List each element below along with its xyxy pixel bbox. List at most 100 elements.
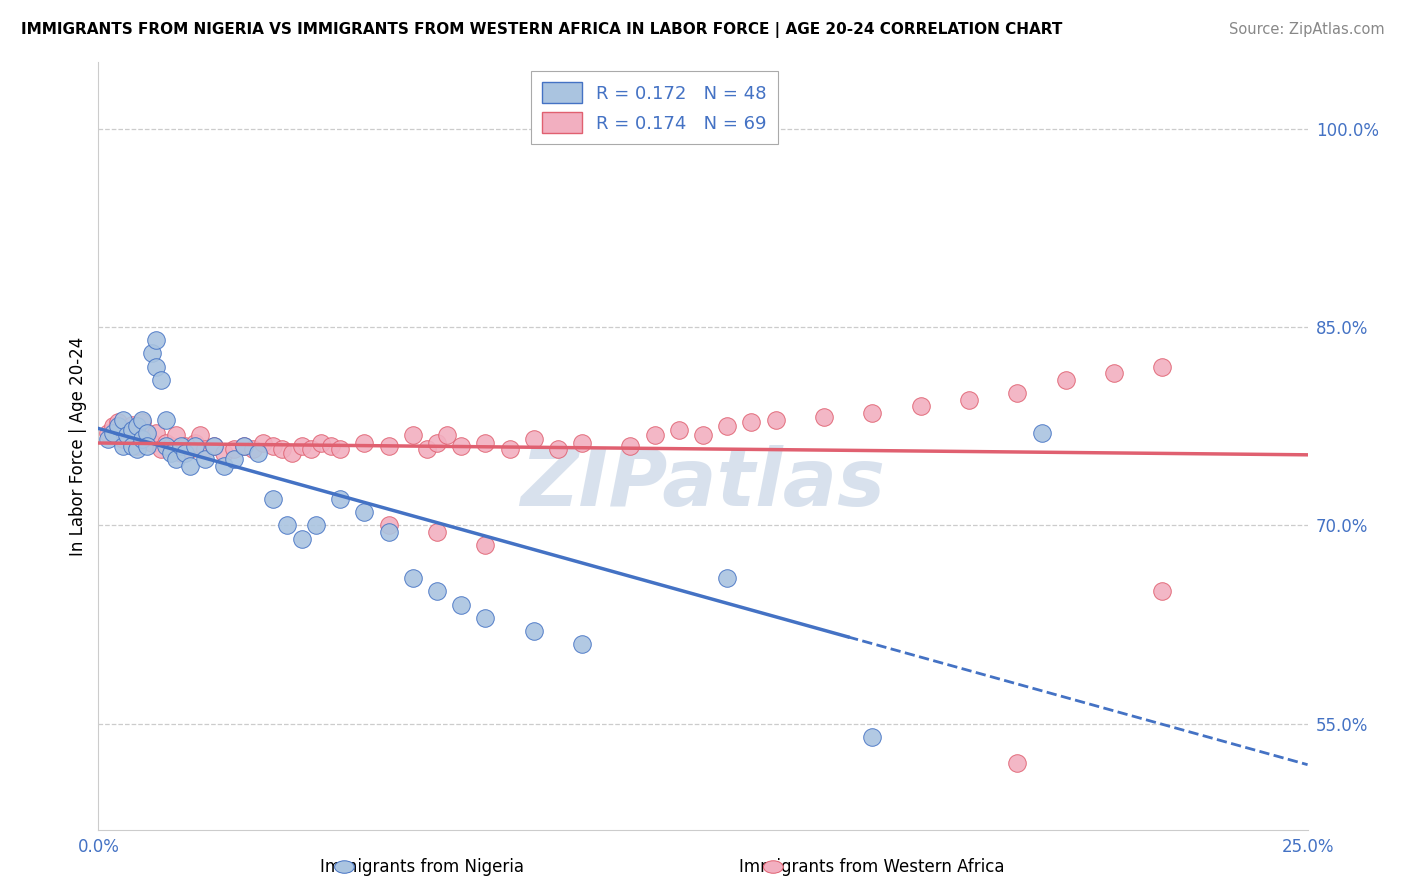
Point (212, 445, 235, 459)
Legend: R = 0.172   N = 48, R = 0.174   N = 69: R = 0.172 N = 48, R = 0.174 N = 69 (531, 71, 778, 144)
Point (619, 439, 641, 453)
Point (716, 571, 738, 585)
Point (860, 406, 883, 420)
Point (402, 571, 425, 585)
Point (174, 439, 197, 453)
Point (1102, 366, 1125, 380)
Point (644, 428, 666, 442)
Point (353, 505, 375, 519)
Point (141, 436, 163, 450)
Point (416, 442, 439, 456)
Point (107, 419, 129, 434)
Point (813, 409, 835, 424)
Point (353, 436, 375, 450)
Point (150, 442, 173, 456)
Point (426, 436, 449, 450)
Point (740, 415, 762, 429)
Point (436, 428, 458, 442)
Point (165, 428, 187, 442)
Point (329, 491, 352, 506)
Point (668, 423, 690, 437)
Point (97, 425, 120, 440)
Point (150, 373, 173, 387)
Point (281, 445, 304, 459)
Point (765, 412, 787, 426)
Point (571, 436, 593, 450)
Point (1054, 373, 1077, 387)
Point (184, 439, 207, 453)
Point (232, 439, 254, 453)
Point (111, 412, 134, 426)
Point (135, 425, 157, 440)
Point (174, 445, 197, 459)
Point (131, 433, 153, 447)
Point (131, 415, 153, 429)
Point (145, 359, 167, 374)
Y-axis label: In Labor Force | Age 20-24: In Labor Force | Age 20-24 (69, 336, 87, 556)
Point (131, 433, 153, 447)
Point (145, 425, 167, 440)
Point (523, 624, 546, 639)
Point (319, 439, 342, 453)
Point (252, 436, 274, 450)
Point (377, 524, 399, 539)
Point (204, 439, 226, 453)
Point (377, 518, 399, 533)
Point (111, 433, 134, 447)
Text: Immigrants from Nigeria: Immigrants from Nigeria (319, 858, 524, 876)
Point (127, 419, 149, 434)
Point (426, 584, 449, 599)
Point (547, 442, 569, 456)
Text: Immigrants from Western Africa: Immigrants from Western Africa (740, 858, 1004, 876)
Point (571, 637, 593, 651)
Point (523, 433, 546, 447)
Point (1007, 756, 1029, 771)
Point (498, 442, 520, 456)
Point (212, 458, 235, 473)
Point (474, 538, 496, 552)
Point (101, 419, 124, 434)
Point (474, 436, 496, 450)
Point (121, 428, 143, 442)
Point (165, 452, 187, 467)
Point (232, 439, 254, 453)
Point (309, 436, 332, 450)
Point (1152, 584, 1174, 599)
Point (127, 442, 149, 456)
Point (1007, 386, 1029, 401)
Point (271, 442, 294, 456)
Point (111, 439, 134, 453)
Point (194, 442, 217, 456)
Point (155, 439, 177, 453)
Point (204, 439, 226, 453)
Point (692, 428, 714, 442)
Point (169, 439, 191, 453)
Point (222, 442, 245, 456)
Text: ZIPatlas: ZIPatlas (520, 445, 886, 524)
Point (222, 452, 245, 467)
Point (179, 442, 201, 456)
Point (910, 400, 932, 414)
Point (188, 428, 211, 442)
Point (474, 611, 496, 625)
Point (242, 442, 264, 456)
Point (1031, 425, 1053, 440)
Point (305, 518, 328, 533)
Point (290, 532, 312, 546)
Point (135, 428, 157, 442)
Point (377, 439, 399, 453)
Point (107, 415, 129, 429)
Point (957, 392, 980, 407)
Text: IMMIGRANTS FROM NIGERIA VS IMMIGRANTS FROM WESTERN AFRICA IN LABOR FORCE | AGE 2: IMMIGRANTS FROM NIGERIA VS IMMIGRANTS FR… (21, 22, 1063, 38)
Point (194, 452, 217, 467)
Point (121, 439, 143, 453)
Point (117, 428, 139, 442)
Text: Source: ZipAtlas.com: Source: ZipAtlas.com (1229, 22, 1385, 37)
Point (247, 445, 270, 459)
Point (860, 730, 883, 744)
Point (290, 439, 312, 453)
Point (179, 458, 201, 473)
Point (450, 598, 472, 612)
Point (426, 524, 449, 539)
Point (402, 428, 425, 442)
